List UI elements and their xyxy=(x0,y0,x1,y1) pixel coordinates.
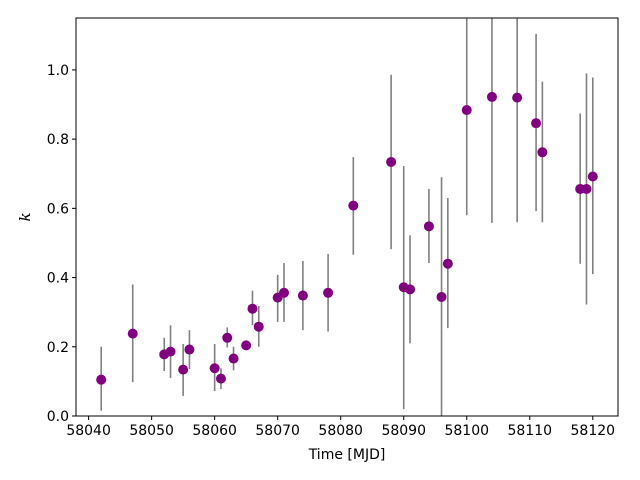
x-tick-label: 58070 xyxy=(255,423,300,439)
x-tick-label: 58060 xyxy=(192,423,237,439)
data-point xyxy=(278,287,289,298)
x-axis-label: Time [MJD] xyxy=(308,447,386,463)
data-point xyxy=(215,373,226,384)
data-point xyxy=(297,290,308,301)
data-point xyxy=(209,363,220,374)
data-point xyxy=(531,118,542,129)
y-tick-label: 0.4 xyxy=(47,271,69,287)
marker-group xyxy=(96,91,598,385)
x-tick-label: 58090 xyxy=(381,423,426,439)
y-tick-label: 0.0 xyxy=(47,409,69,425)
y-axis-ticks: 0.0 0.2 0.4 0.6 0.8 1.0 xyxy=(47,63,76,425)
data-point xyxy=(178,364,189,375)
data-point xyxy=(165,346,176,357)
data-point xyxy=(127,328,138,339)
data-point xyxy=(184,344,195,355)
data-point xyxy=(228,353,239,364)
data-point xyxy=(96,374,107,385)
data-point xyxy=(461,105,472,116)
x-tick-label: 58120 xyxy=(571,423,616,439)
x-axis-ticks: 58040 58050 58060 58070 58080 58090 58100 58110… xyxy=(66,416,615,439)
plot-frame xyxy=(75,17,619,417)
data-point xyxy=(348,200,359,211)
y-tick-label: 1.0 xyxy=(47,63,69,79)
y-axis-label: k xyxy=(16,212,34,221)
x-tick-label: 58050 xyxy=(129,423,174,439)
data-point xyxy=(323,287,334,298)
x-tick-label: 58110 xyxy=(507,423,552,439)
data-point xyxy=(405,284,416,295)
y-tick-label: 0.6 xyxy=(47,201,69,217)
x-tick-label: 58100 xyxy=(444,423,489,439)
data-point xyxy=(581,183,592,194)
y-tick-label: 0.2 xyxy=(47,340,69,356)
data-point xyxy=(486,91,497,102)
data-point xyxy=(587,171,598,182)
data-point xyxy=(423,221,434,232)
data-point xyxy=(253,321,264,332)
data-point xyxy=(436,291,447,302)
x-tick-label: 58080 xyxy=(318,423,363,439)
errorbar-group xyxy=(100,18,594,416)
data-point xyxy=(247,303,258,314)
data-point xyxy=(442,258,453,269)
y-tick-label: 0.8 xyxy=(47,132,69,148)
data-point xyxy=(386,156,397,167)
data-point xyxy=(537,147,548,158)
x-tick-label: 58040 xyxy=(66,423,111,439)
data-point xyxy=(512,92,523,103)
data-point xyxy=(222,332,233,343)
data-point xyxy=(241,340,252,351)
